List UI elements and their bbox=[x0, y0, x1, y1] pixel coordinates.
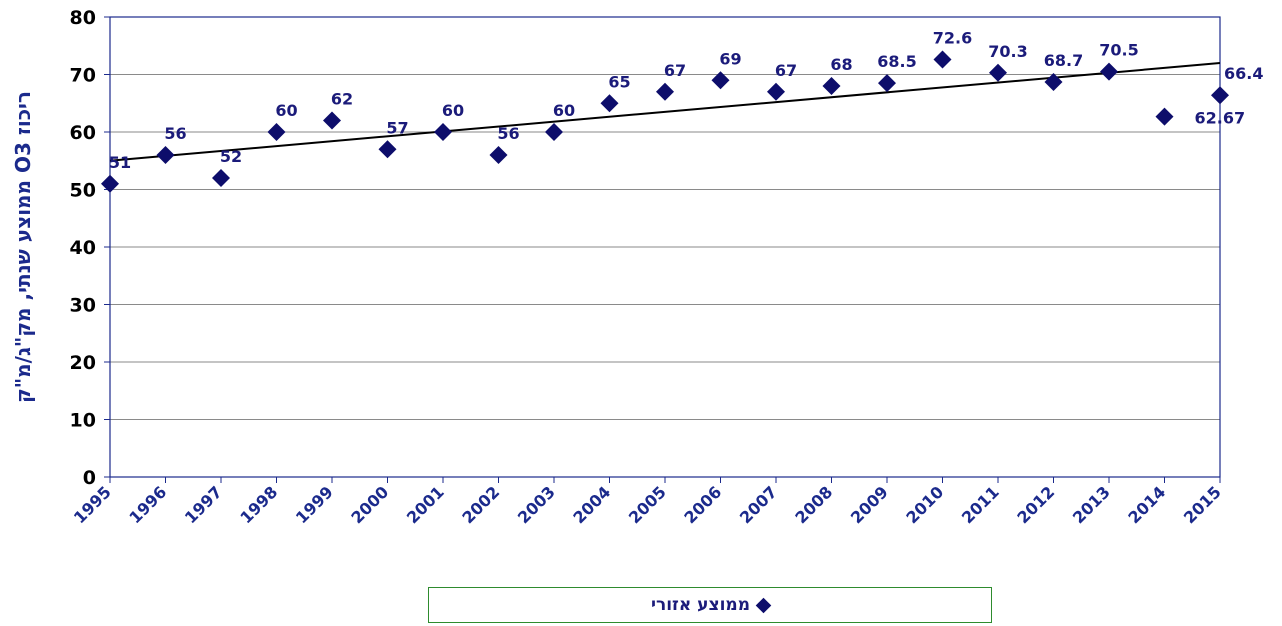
y-tick-label: 0 bbox=[83, 467, 96, 489]
data-label: 60 bbox=[275, 101, 297, 120]
x-tick-label: 2001 bbox=[403, 482, 448, 527]
x-tick-label: 1998 bbox=[236, 482, 281, 527]
data-point-diamond bbox=[323, 111, 341, 130]
x-tick-label: 1997 bbox=[181, 482, 226, 527]
x-tick-label: 2003 bbox=[514, 482, 559, 527]
data-point-diamond bbox=[267, 123, 286, 141]
x-tick-label: 2011 bbox=[958, 482, 1003, 527]
y-tick-label: 50 bbox=[70, 180, 96, 202]
x-tick-label: 2013 bbox=[1069, 482, 1114, 527]
data-label: 51 bbox=[109, 153, 131, 172]
x-tick-label: 2000 bbox=[347, 482, 392, 527]
x-tick-label: 2012 bbox=[1013, 482, 1058, 527]
data-label: 52 bbox=[220, 147, 242, 166]
data-point-diamond bbox=[711, 71, 730, 90]
x-tick-label: 2008 bbox=[791, 482, 836, 527]
data-label: 69 bbox=[719, 49, 741, 68]
x-tick-label: 2007 bbox=[736, 482, 781, 527]
data-point-diamond bbox=[489, 146, 508, 164]
x-tick-labels: 1995 1996 1997 1998 1999 2000 2001 2002 2003 2004… bbox=[70, 482, 1225, 527]
data-label: 68.5 bbox=[877, 52, 916, 71]
y-axis-label: ריכוז O3 ממוצע שנתי, מק"ג/מ"ק bbox=[11, 91, 35, 403]
data-labels: 51 56 52 60 62 57 60 56 60 65 67 69 67 68 68.5 72.6 70.3… bbox=[109, 29, 1264, 172]
data-label: 56 bbox=[164, 124, 186, 143]
data-point-diamond bbox=[378, 140, 397, 159]
y-tick-labels: 0 10 20 30 40 50 60 70 80 bbox=[70, 7, 96, 489]
data-points bbox=[101, 50, 1229, 193]
legend-label: ממוצע אזורי bbox=[650, 595, 751, 615]
data-label: 68.7 bbox=[1044, 51, 1083, 70]
y-tick-label: 60 bbox=[70, 122, 96, 144]
y-tick-label: 80 bbox=[70, 7, 96, 29]
data-point-diamond bbox=[822, 77, 841, 95]
data-label: 65 bbox=[608, 72, 630, 91]
data-point-diamond bbox=[656, 82, 674, 101]
data-point-diamond bbox=[1155, 107, 1174, 126]
data-point-diamond bbox=[1044, 72, 1063, 91]
data-label: 70.5 bbox=[1099, 41, 1138, 60]
x-tick-label: 1999 bbox=[292, 482, 337, 527]
y-tick-label: 10 bbox=[70, 410, 96, 432]
data-point-diamond bbox=[434, 123, 452, 141]
data-point-diamond bbox=[600, 94, 619, 113]
data-point-diamond bbox=[545, 123, 563, 141]
trendline bbox=[109, 62, 1221, 162]
x-tick-label: 2006 bbox=[680, 482, 725, 527]
data-label: 62.67 bbox=[1195, 109, 1246, 128]
data-label: 68 bbox=[830, 55, 852, 74]
data-label: 66.4 bbox=[1224, 64, 1263, 83]
x-tick-label: 2002 bbox=[458, 482, 503, 527]
x-tick-label: 2004 bbox=[569, 482, 614, 527]
data-label: 60 bbox=[553, 101, 575, 120]
y-tick-label: 20 bbox=[70, 352, 96, 374]
x-tick-label: 2010 bbox=[902, 482, 947, 527]
data-label: 57 bbox=[386, 118, 408, 137]
trendline-group bbox=[109, 62, 1221, 162]
x-tick-label: 2014 bbox=[1124, 482, 1169, 527]
data-point-diamond bbox=[101, 174, 119, 193]
data-point-diamond bbox=[933, 50, 952, 69]
x-tick-label: 2009 bbox=[847, 482, 892, 527]
data-label: 60 bbox=[442, 101, 464, 120]
data-label: 67 bbox=[664, 61, 686, 80]
data-point-diamond bbox=[1100, 62, 1118, 81]
data-label: 67 bbox=[775, 61, 797, 80]
data-label: 56 bbox=[497, 124, 519, 143]
y-tick-label: 30 bbox=[70, 295, 96, 317]
data-point-diamond bbox=[767, 82, 785, 101]
data-point-diamond bbox=[1211, 86, 1229, 105]
x-tick-label: 2015 bbox=[1180, 482, 1225, 527]
data-point-diamond bbox=[156, 146, 175, 164]
data-label: 70.3 bbox=[988, 42, 1027, 61]
data-point-diamond bbox=[212, 169, 230, 187]
legend: ממוצע אזורי bbox=[428, 587, 992, 623]
x-tick-label: 2005 bbox=[625, 482, 670, 527]
data-point-diamond bbox=[989, 63, 1007, 82]
x-tick-label: 1996 bbox=[125, 482, 170, 527]
data-point-diamond bbox=[878, 74, 896, 93]
y-tick-label: 40 bbox=[70, 237, 96, 259]
data-label: 72.6 bbox=[933, 29, 972, 48]
x-tick-label: 1995 bbox=[70, 482, 115, 527]
legend-diamond-icon bbox=[755, 597, 772, 613]
gridlines bbox=[110, 74, 1220, 420]
data-label: 62 bbox=[331, 90, 353, 109]
y-tick-label: 70 bbox=[70, 65, 96, 87]
